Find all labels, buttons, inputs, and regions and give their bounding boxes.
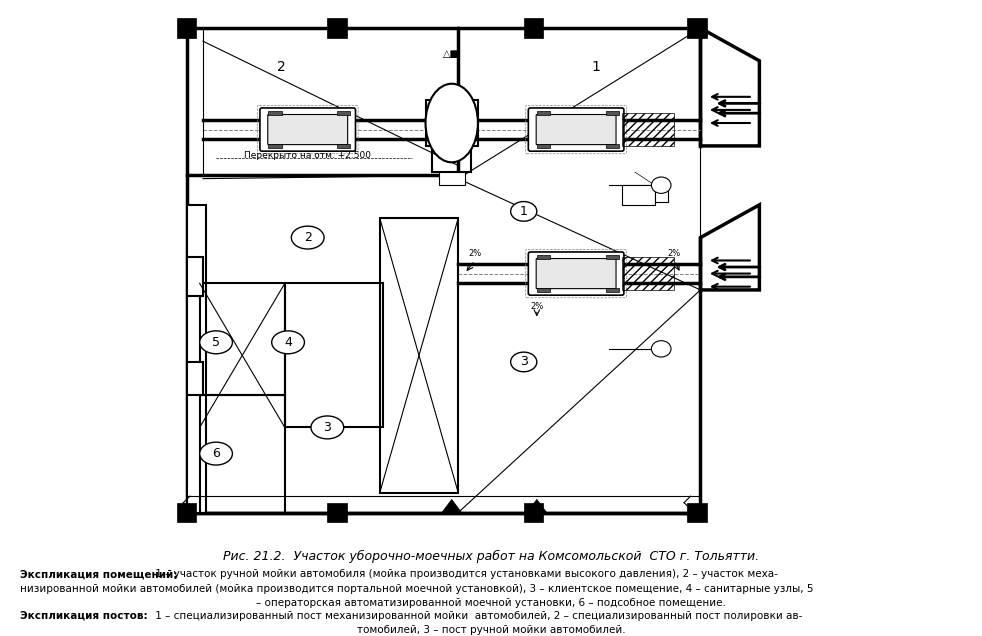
- Bar: [199, 284, 285, 395]
- Ellipse shape: [651, 177, 671, 193]
- Text: 1: 1: [519, 205, 527, 218]
- Polygon shape: [527, 499, 547, 513]
- Text: 2%: 2%: [468, 249, 481, 258]
- FancyBboxPatch shape: [268, 114, 348, 144]
- Ellipse shape: [425, 84, 478, 162]
- Bar: [687, 18, 707, 38]
- FancyBboxPatch shape: [536, 114, 616, 144]
- Bar: [537, 288, 550, 292]
- FancyBboxPatch shape: [528, 108, 624, 151]
- Ellipse shape: [199, 331, 233, 354]
- Text: 2%: 2%: [530, 302, 543, 311]
- Ellipse shape: [651, 341, 671, 357]
- Text: низированной мойки автомобилей (мойка производится портальной моечной установкой: низированной мойки автомобилей (мойка пр…: [20, 584, 813, 594]
- Bar: [606, 255, 619, 259]
- Text: 2%: 2%: [668, 249, 681, 258]
- Ellipse shape: [199, 442, 233, 465]
- Bar: [177, 18, 196, 38]
- Bar: [537, 255, 550, 259]
- Bar: [337, 111, 351, 115]
- Ellipse shape: [272, 331, 304, 354]
- Text: 3: 3: [323, 421, 331, 434]
- Bar: [523, 18, 543, 38]
- Bar: [537, 144, 550, 148]
- Bar: [687, 502, 707, 522]
- Text: 4: 4: [284, 336, 292, 349]
- Ellipse shape: [292, 226, 324, 249]
- Bar: [439, 172, 464, 185]
- Bar: [606, 144, 619, 148]
- FancyBboxPatch shape: [536, 258, 616, 289]
- Bar: [199, 395, 285, 513]
- Text: Перекрыто на отм. +2.500: Перекрыто на отм. +2.500: [245, 151, 371, 160]
- Bar: [425, 100, 478, 146]
- Text: 2: 2: [303, 231, 311, 244]
- Polygon shape: [700, 28, 759, 146]
- Bar: [268, 144, 282, 148]
- Bar: [622, 113, 675, 146]
- Bar: [622, 257, 675, 290]
- Ellipse shape: [511, 352, 537, 372]
- Bar: [622, 185, 655, 205]
- Bar: [187, 257, 203, 296]
- Bar: [606, 288, 619, 292]
- Bar: [327, 502, 347, 522]
- Text: 3: 3: [519, 356, 527, 368]
- Text: Экспликация постов:: Экспликация постов:: [20, 611, 147, 621]
- Text: Рис. 21.2.  Участок уборочно-моечных работ на Комсомольской  СТО г. Тольятти.: Рис. 21.2. Участок уборочно-моечных рабо…: [223, 550, 759, 563]
- Bar: [327, 18, 347, 38]
- Text: 1 – участок ручной мойки автомобиля (мойка производится установками высокого дав: 1 – участок ручной мойки автомобиля (мой…: [152, 569, 778, 579]
- Ellipse shape: [311, 416, 344, 439]
- Text: 6: 6: [212, 447, 220, 460]
- Text: томобилей, 3 – пост ручной мойки автомобилей.: томобилей, 3 – пост ручной мойки автомоб…: [356, 625, 626, 635]
- Text: △■: △■: [443, 49, 461, 59]
- Bar: [380, 218, 459, 493]
- Polygon shape: [700, 205, 759, 290]
- Bar: [177, 502, 196, 522]
- Bar: [432, 146, 471, 172]
- Text: – операторская автоматизированной моечной установки, 6 – подсобное помещение.: – операторская автоматизированной моечно…: [256, 598, 726, 608]
- Bar: [337, 144, 351, 148]
- Text: 2: 2: [277, 60, 286, 74]
- Bar: [268, 111, 282, 115]
- Bar: [537, 111, 550, 115]
- Text: 1 – специализированный пост механизированной мойки  автомобилей, 2 – специализир: 1 – специализированный пост механизирова…: [152, 611, 802, 621]
- Bar: [187, 362, 203, 395]
- Bar: [606, 111, 619, 115]
- Bar: [285, 284, 383, 427]
- Bar: [655, 188, 668, 202]
- Bar: [187, 205, 206, 513]
- FancyBboxPatch shape: [528, 252, 624, 295]
- Ellipse shape: [511, 202, 537, 221]
- Polygon shape: [442, 499, 462, 513]
- FancyBboxPatch shape: [260, 108, 355, 151]
- Bar: [523, 502, 543, 522]
- Text: Экспликация помещений:: Экспликация помещений:: [20, 569, 177, 579]
- Text: 5: 5: [212, 336, 220, 349]
- Text: 1: 1: [591, 60, 600, 74]
